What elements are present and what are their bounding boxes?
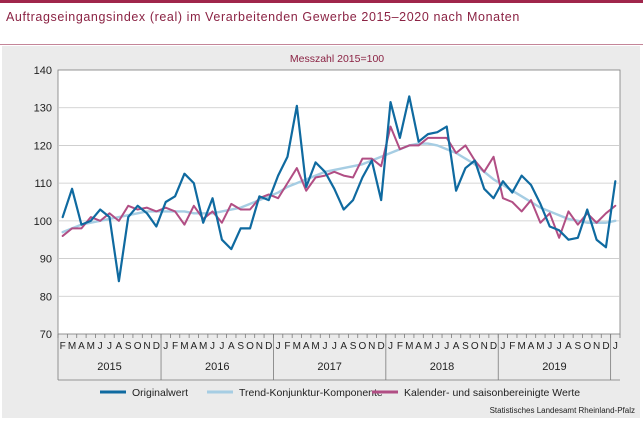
y-tick-label: 90 xyxy=(40,254,52,266)
x-tick-label: M xyxy=(536,341,544,352)
page-title: Auftragseingangsindex (real) im Verarbei… xyxy=(6,10,520,24)
x-tick-label: F xyxy=(284,341,290,352)
x-tick-label: A xyxy=(565,341,572,352)
x-tick-label: N xyxy=(481,341,488,352)
x-tick-label: D xyxy=(490,341,497,352)
legend-label: Trend-Konjunktur-Komponente xyxy=(239,387,383,399)
x-tick-label: S xyxy=(462,341,469,352)
x-tick-label: M xyxy=(405,341,413,352)
x-tick-label: J xyxy=(322,341,327,352)
x-tick-label: A xyxy=(190,341,197,352)
x-tick-label: J xyxy=(444,341,449,352)
year-label: 2018 xyxy=(430,361,454,373)
x-tick-label: O xyxy=(246,341,254,352)
x-tick-label: M xyxy=(68,341,76,352)
x-tick-label: J xyxy=(500,341,505,352)
x-tick-label: J xyxy=(557,341,562,352)
x-tick-label: J xyxy=(332,341,337,352)
x-tick-label: A xyxy=(453,341,460,352)
y-tick-label: 130 xyxy=(34,103,52,115)
series-line-1 xyxy=(61,95,617,283)
x-tick-label: F xyxy=(172,341,178,352)
x-tick-label: M xyxy=(180,341,188,352)
year-label: 2016 xyxy=(205,361,229,373)
x-tick-label: O xyxy=(471,341,479,352)
y-tick-label: 70 xyxy=(40,329,52,341)
x-tick-label: D xyxy=(265,341,272,352)
x-tick-label: J xyxy=(276,341,281,352)
chart-subtitle: Messzahl 2015=100 xyxy=(290,53,384,65)
legend-label: Originalwert xyxy=(132,387,188,399)
x-tick-label: A xyxy=(528,341,535,352)
x-tick-label: J xyxy=(210,341,215,352)
x-tick-label: A xyxy=(340,341,347,352)
x-tick-label: F xyxy=(509,341,515,352)
x-tick-label: M xyxy=(424,341,432,352)
y-tick-label: 120 xyxy=(34,140,52,152)
y-tick-label: 140 xyxy=(34,65,52,77)
x-tick-label: N xyxy=(368,341,375,352)
y-tick-label: 110 xyxy=(34,178,52,190)
x-tick-label: J xyxy=(435,341,440,352)
x-tick-label: A xyxy=(303,341,310,352)
year-label: 2019 xyxy=(542,361,566,373)
year-label: 2017 xyxy=(317,361,341,373)
series-line-3 xyxy=(61,125,617,239)
x-tick-label: S xyxy=(237,341,244,352)
plot-area xyxy=(57,69,621,335)
x-tick-label: N xyxy=(593,341,600,352)
x-tick-label: M xyxy=(517,341,525,352)
x-tick-label: D xyxy=(602,341,609,352)
x-tick-label: D xyxy=(378,341,385,352)
x-tick-label: S xyxy=(350,341,357,352)
x-tick-label: M xyxy=(293,341,301,352)
x-tick-label: F xyxy=(60,341,66,352)
x-tick-label: N xyxy=(256,341,263,352)
x-tick-label: M xyxy=(199,341,207,352)
legend-label: Kalender- und saisonbereinigte Werte xyxy=(404,387,580,399)
x-tick-label: J xyxy=(547,341,552,352)
x-tick-label: M xyxy=(87,341,95,352)
x-tick-label: J xyxy=(388,341,393,352)
x-tick-label: F xyxy=(397,341,403,352)
x-tick-label: A xyxy=(415,341,422,352)
x-tick-label: S xyxy=(125,341,132,352)
x-tick-label: J xyxy=(98,341,103,352)
x-tick-label: M xyxy=(311,341,319,352)
x-tick-label: J xyxy=(613,341,618,352)
top-accent-rule xyxy=(0,0,643,3)
x-tick-label: J xyxy=(163,341,168,352)
x-tick-label: A xyxy=(78,341,85,352)
y-tick-label: 80 xyxy=(40,291,52,303)
x-tick-label: A xyxy=(116,341,123,352)
x-tick-label: N xyxy=(143,341,150,352)
year-label: 2015 xyxy=(97,361,121,373)
x-tick-label: S xyxy=(575,341,582,352)
x-tick-label: A xyxy=(228,341,235,352)
x-tick-label: J xyxy=(219,341,224,352)
x-tick-label: O xyxy=(359,341,367,352)
source-note: Statistisches Landesamt Rheinland-Pfalz xyxy=(489,406,635,415)
x-tick-label: O xyxy=(134,341,142,352)
y-tick-label: 100 xyxy=(34,216,52,228)
x-tick-label: O xyxy=(583,341,591,352)
x-tick-label: D xyxy=(153,341,160,352)
title-divider xyxy=(0,44,643,45)
x-tick-label: J xyxy=(107,341,112,352)
